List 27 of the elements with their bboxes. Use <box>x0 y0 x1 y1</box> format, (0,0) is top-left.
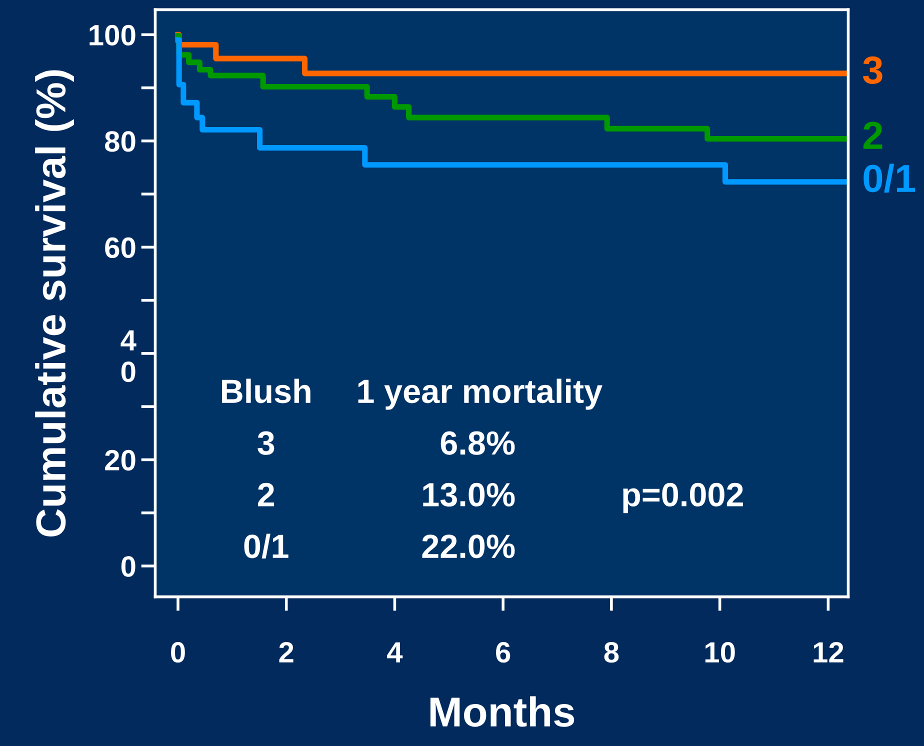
y-tick-label: 0 <box>121 556 136 577</box>
annotation: p=0.002 <box>623 482 743 514</box>
annotation: 22.0% <box>422 534 515 558</box>
x-axis-title: Months <box>430 696 574 727</box>
y-tick-label: 4 0 <box>120 330 136 382</box>
x-tick-label: 4 <box>387 642 403 662</box>
annotation: 2 <box>258 482 274 506</box>
annotation: 6.8% <box>440 431 515 455</box>
annotation: 13.0% <box>423 482 515 507</box>
series-label: 2 <box>863 122 882 149</box>
annotation: 3 <box>258 431 274 455</box>
x-tick-label: 12 <box>814 642 844 662</box>
x-tick-label: 6 <box>496 642 510 663</box>
y-tick-label: 80 <box>104 131 136 152</box>
y-tick-label: 20 <box>105 450 136 471</box>
x-tick-label: 10 <box>705 642 735 663</box>
y-axis-title: Cumulative survival (%) <box>35 70 74 537</box>
y-tick-label: 60 <box>105 237 136 258</box>
series-label: 0/1 <box>864 164 916 193</box>
x-tick-label: 2 <box>279 642 294 662</box>
annotation: Blush <box>222 378 310 404</box>
x-tick-label: 0 <box>171 642 185 663</box>
y-tick-label: 100 <box>90 24 136 46</box>
annotation: 1 year mortality <box>358 378 602 410</box>
annotation: 0/1 <box>244 534 288 559</box>
series-label: 3 <box>862 56 882 84</box>
x-tick-label: 8 <box>604 642 619 663</box>
